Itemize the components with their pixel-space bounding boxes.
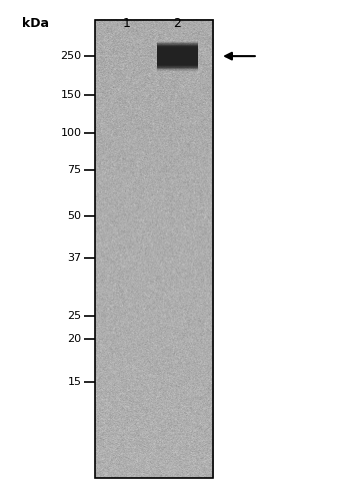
Bar <box>157 49 198 63</box>
Text: 50: 50 <box>68 211 82 221</box>
Bar <box>157 52 198 61</box>
Bar <box>157 46 198 66</box>
Text: 100: 100 <box>61 128 82 138</box>
Bar <box>157 44 198 68</box>
Text: 75: 75 <box>68 165 82 175</box>
Bar <box>157 48 198 64</box>
Bar <box>157 43 198 69</box>
Bar <box>157 43 198 69</box>
Bar <box>157 47 198 65</box>
Bar <box>157 42 198 70</box>
Bar <box>157 52 198 60</box>
Bar <box>157 44 198 68</box>
Bar <box>157 50 198 62</box>
Bar <box>157 45 198 67</box>
Text: 20: 20 <box>68 334 82 344</box>
Text: 37: 37 <box>68 253 82 263</box>
Bar <box>157 41 198 71</box>
Text: 2: 2 <box>173 17 181 30</box>
Bar <box>157 47 198 65</box>
Text: 150: 150 <box>61 90 82 100</box>
Text: 250: 250 <box>61 51 82 61</box>
Bar <box>95 20 213 478</box>
Bar <box>157 49 198 63</box>
Text: 25: 25 <box>68 311 82 321</box>
Text: kDa: kDa <box>22 17 49 30</box>
Bar <box>157 41 198 71</box>
Bar <box>157 50 198 62</box>
Text: 1: 1 <box>123 17 131 30</box>
Bar <box>157 46 198 66</box>
Bar <box>157 52 198 60</box>
Bar <box>157 51 198 61</box>
Text: 15: 15 <box>68 377 82 386</box>
